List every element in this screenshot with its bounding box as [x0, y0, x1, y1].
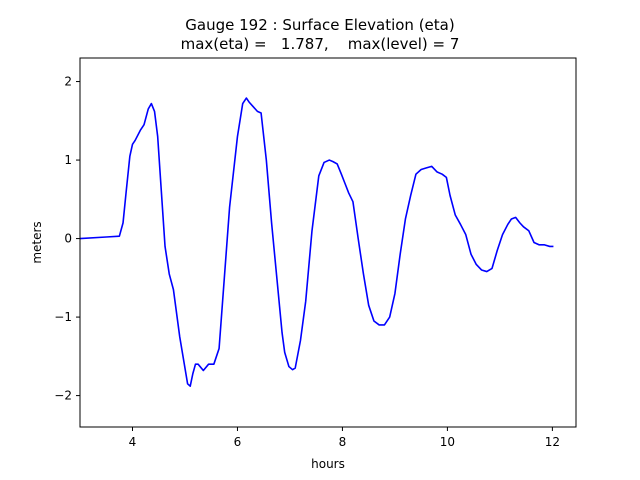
y-tick-label: −2 [54, 389, 72, 403]
x-tick-label: 8 [339, 435, 347, 449]
plot-frame [79, 57, 577, 428]
y-tick-label: 1 [64, 153, 72, 167]
x-tick-label: 10 [440, 435, 455, 449]
chart-subtitle: max(eta) = 1.787, max(level) = 7 [180, 35, 460, 53]
y-tick-label: 2 [64, 75, 72, 89]
y-axis-label: meters [30, 221, 44, 263]
y-tick-label: −1 [54, 310, 72, 324]
chart-title: Gauge 192 : Surface Elevation (eta) [185, 16, 455, 34]
x-axis-label: hours [311, 457, 345, 471]
y-tick-label: 0 [64, 232, 72, 246]
x-tick-label: 12 [545, 435, 560, 449]
series-line-0 [80, 97, 554, 387]
x-tick-label: 6 [234, 435, 242, 449]
x-tick-label: 4 [129, 435, 137, 449]
